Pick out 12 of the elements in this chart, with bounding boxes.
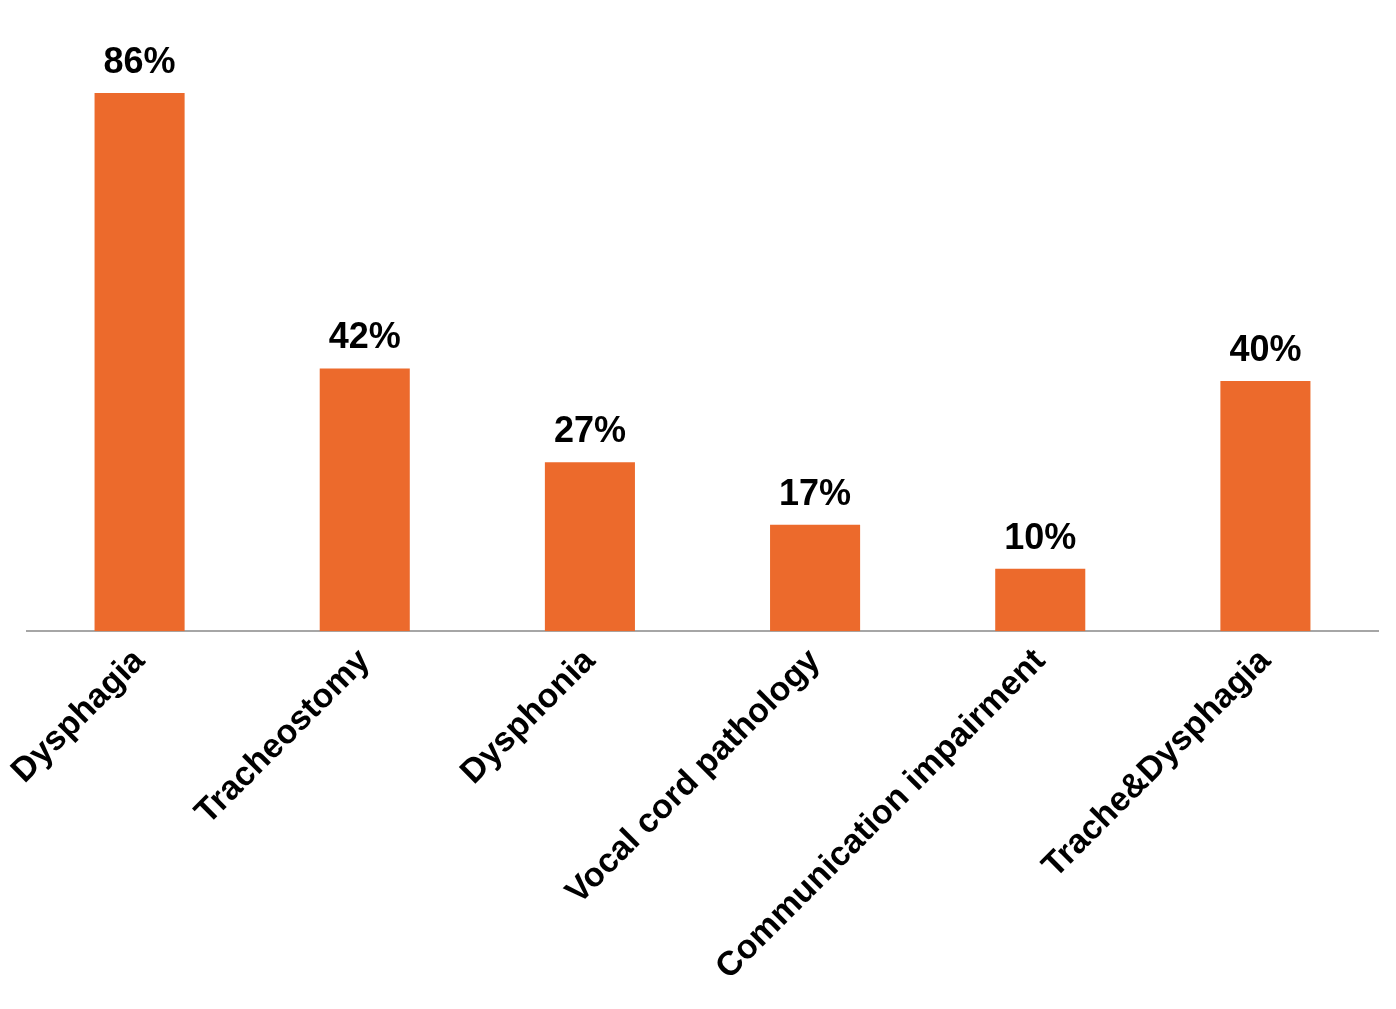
data-label: 42% bbox=[328, 315, 401, 357]
data-label: 86% bbox=[103, 39, 176, 81]
bar bbox=[1220, 380, 1311, 632]
bar bbox=[94, 93, 185, 632]
data-label: 40% bbox=[1229, 327, 1302, 369]
bar bbox=[319, 368, 410, 632]
data-label: 17% bbox=[779, 471, 852, 513]
data-label: 10% bbox=[1004, 515, 1077, 557]
bar bbox=[544, 462, 635, 632]
data-label: 27% bbox=[553, 409, 626, 451]
bar bbox=[995, 568, 1086, 632]
bar bbox=[770, 524, 861, 632]
